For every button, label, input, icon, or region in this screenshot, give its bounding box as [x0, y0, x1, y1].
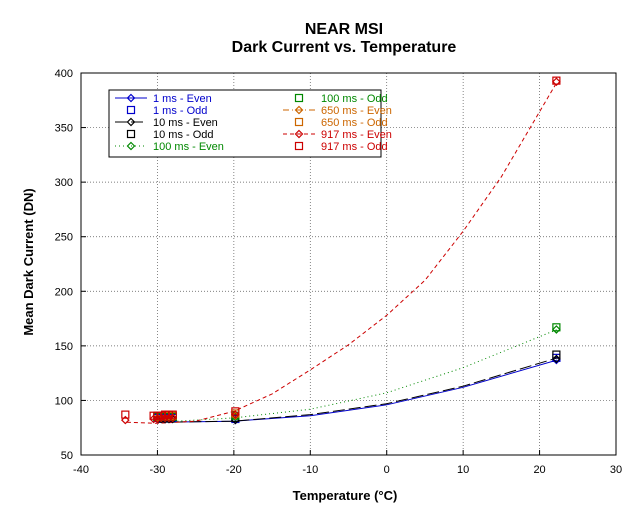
legend-marker [126, 117, 136, 127]
chart-subtitle: Dark Current vs. Temperature [232, 39, 457, 56]
legend-label: 1 ms - Even [153, 93, 212, 105]
axis-ticks: -40 -30 -20 -10 0 10 20 30 50 100 150 200 250 300 350 4… [55, 68, 622, 476]
fit-curve [126, 81, 558, 424]
x-tick-label: 10 [457, 464, 469, 476]
legend-box [108, 89, 382, 158]
fit-curve [157, 357, 558, 423]
y-tick-label: 250 [55, 232, 73, 244]
data-point [552, 355, 561, 365]
data-point [552, 350, 561, 359]
data-point [231, 410, 240, 419]
data-point [552, 325, 561, 334]
legend-label: 100 ms - Even [153, 141, 224, 153]
data-point [231, 407, 240, 416]
legend-label: 10 ms - Even [153, 117, 218, 129]
plot-frame [80, 72, 617, 456]
legend-marker [126, 105, 136, 115]
legend-marker [294, 117, 304, 127]
data-point [168, 413, 178, 423]
legend-label: 650 ms - Even [321, 105, 392, 117]
fit-curve [157, 329, 558, 423]
legend-marker [294, 93, 304, 103]
legend-marker [126, 93, 136, 103]
y-tick-label: 400 [55, 68, 73, 80]
data-point [552, 77, 561, 87]
y-tick-label: 150 [55, 341, 73, 353]
x-tick-label: -20 [226, 464, 242, 476]
data-point [120, 415, 130, 425]
x-tick-label: 30 [610, 464, 622, 476]
x-tick-label: 20 [533, 464, 545, 476]
y-tick-label: 350 [55, 123, 73, 135]
data-point [552, 323, 561, 332]
legend-marker [294, 105, 304, 115]
legend-label: 100 ms - Odd [321, 93, 388, 105]
data-point [552, 76, 561, 85]
legend-marker [294, 129, 304, 139]
y-axis-label: Mean Dark Current (DN) [21, 188, 36, 335]
y-tick-label: 50 [61, 450, 73, 462]
legend-marker [126, 141, 136, 151]
fit-curves [126, 81, 558, 424]
fit-curve [157, 359, 558, 423]
x-tick-label: 0 [384, 464, 390, 476]
data-point [153, 414, 162, 424]
chart-title: NEAR MSI [305, 21, 383, 38]
legend-label: 650 ms - Odd [321, 117, 388, 129]
data-point [168, 410, 177, 419]
x-tick-label: -10 [302, 464, 318, 476]
legend-label: 917 ms - Even [321, 129, 392, 141]
data-point [121, 410, 130, 419]
x-tick-label: -30 [149, 464, 165, 476]
legend-label: 1 ms - Odd [153, 105, 207, 117]
legend-label: 10 ms - Odd [153, 129, 214, 141]
y-tick-label: 100 [55, 395, 73, 407]
data-markers [120, 76, 561, 425]
x-tick-label: -40 [73, 464, 89, 476]
legend-marker [294, 141, 304, 151]
legend-label: 917 ms - Odd [321, 141, 388, 153]
legend-marker [126, 129, 136, 139]
y-tick-label: 300 [55, 177, 73, 189]
y-tick-label: 200 [55, 286, 73, 298]
x-axis-label: Temperature (°C) [293, 488, 398, 503]
